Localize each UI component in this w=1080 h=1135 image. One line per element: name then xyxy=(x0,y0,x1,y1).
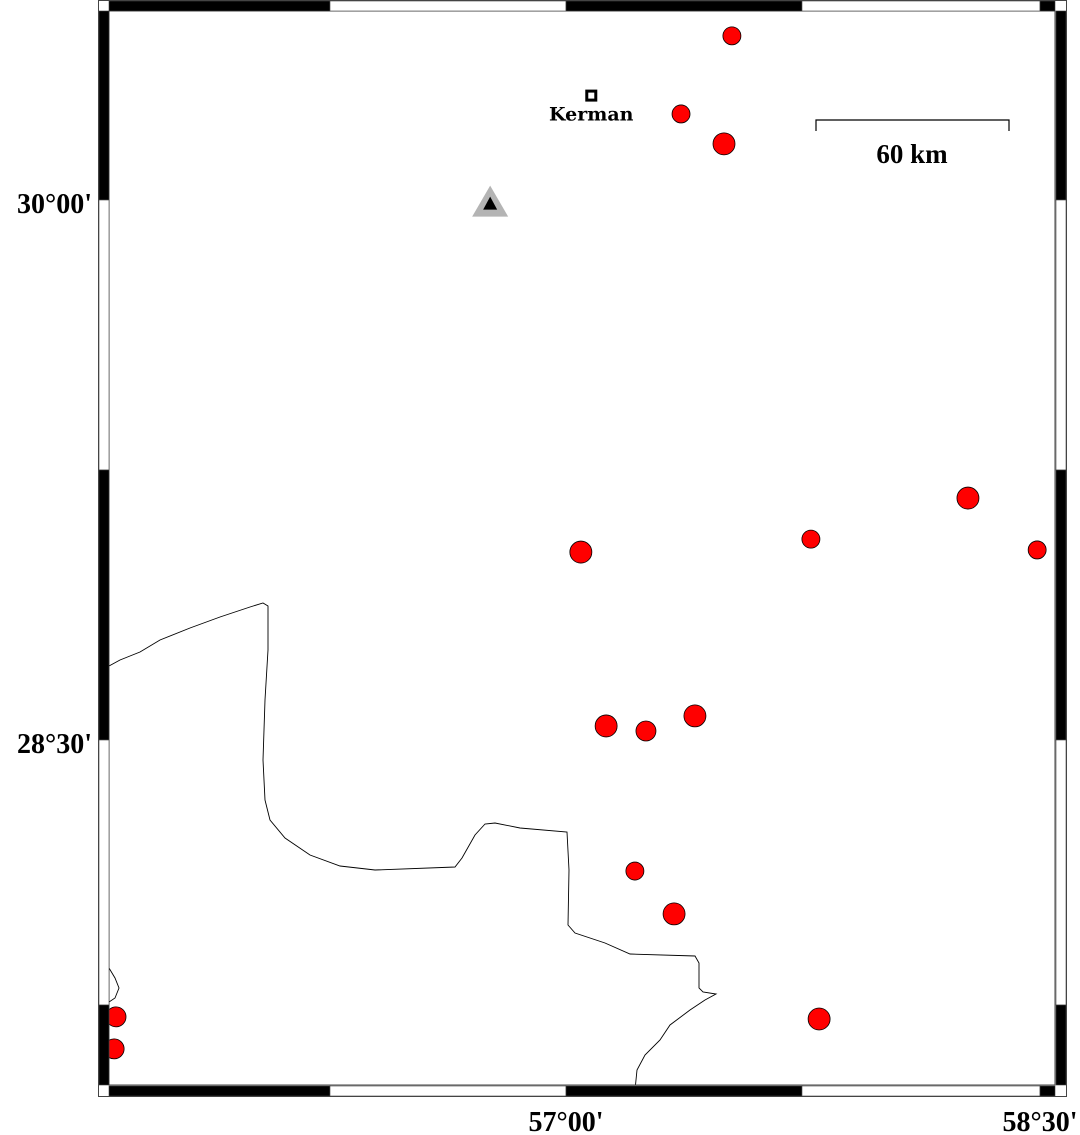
frame-segment xyxy=(1039,0,1056,12)
lon-label-58-30: 58°30' xyxy=(1003,1107,1078,1135)
city-square-icon xyxy=(585,89,598,102)
frame-segment xyxy=(1055,739,1067,1006)
frame-segment xyxy=(108,0,331,12)
frame-segment xyxy=(329,0,567,12)
event-circle xyxy=(625,861,645,881)
lat-label-30-00: 30°00' xyxy=(17,189,92,220)
event-circle xyxy=(635,720,657,742)
frame-segment xyxy=(98,469,110,741)
event-circle xyxy=(662,902,686,926)
event-circle xyxy=(801,529,821,549)
event-circle xyxy=(109,1006,127,1028)
frame-segment xyxy=(801,1085,1041,1097)
frame-segment xyxy=(1055,1004,1067,1086)
frame-outline xyxy=(98,0,1067,1097)
province-borders xyxy=(109,602,718,1085)
event-circle xyxy=(712,132,736,156)
frame-segment xyxy=(1055,10,1067,201)
frame-segment xyxy=(565,0,803,12)
event-circle xyxy=(722,26,742,46)
frame-segment xyxy=(1039,1085,1056,1097)
event-circle xyxy=(594,714,618,738)
frame-segment xyxy=(565,1085,803,1097)
city-label: Kerman xyxy=(549,104,634,126)
frame-segment xyxy=(1055,199,1067,471)
event-circle xyxy=(683,704,707,728)
event-circle xyxy=(956,486,980,510)
frame-segment xyxy=(1055,469,1067,741)
lat-label-28-30: 28°30' xyxy=(17,729,92,760)
event-circle xyxy=(807,1007,831,1031)
event-circle xyxy=(671,104,691,124)
scale-bar: 60 km xyxy=(815,119,1010,169)
frame-segment xyxy=(98,10,110,201)
scale-bar-label: 60 km xyxy=(876,139,948,169)
frame-segment xyxy=(98,1004,110,1086)
frame-segment xyxy=(329,1085,567,1097)
station-triangle-icon xyxy=(483,196,498,210)
station-marker xyxy=(472,185,509,217)
border-line xyxy=(109,602,718,1085)
map-frame xyxy=(98,0,1067,1097)
lon-label-57-00: 57°00' xyxy=(529,1107,604,1135)
city-kerman: Kerman xyxy=(549,89,634,126)
border-line xyxy=(109,967,120,1003)
event-circle xyxy=(109,1038,125,1060)
frame-segment xyxy=(108,1085,331,1097)
earthquake-events xyxy=(109,26,1047,1060)
frame-segment xyxy=(98,199,110,471)
event-circle xyxy=(569,540,593,564)
event-circle xyxy=(1027,540,1047,560)
frame-segment xyxy=(98,739,110,1006)
scale-bar-line xyxy=(815,119,1010,131)
frame-segment xyxy=(801,0,1041,12)
